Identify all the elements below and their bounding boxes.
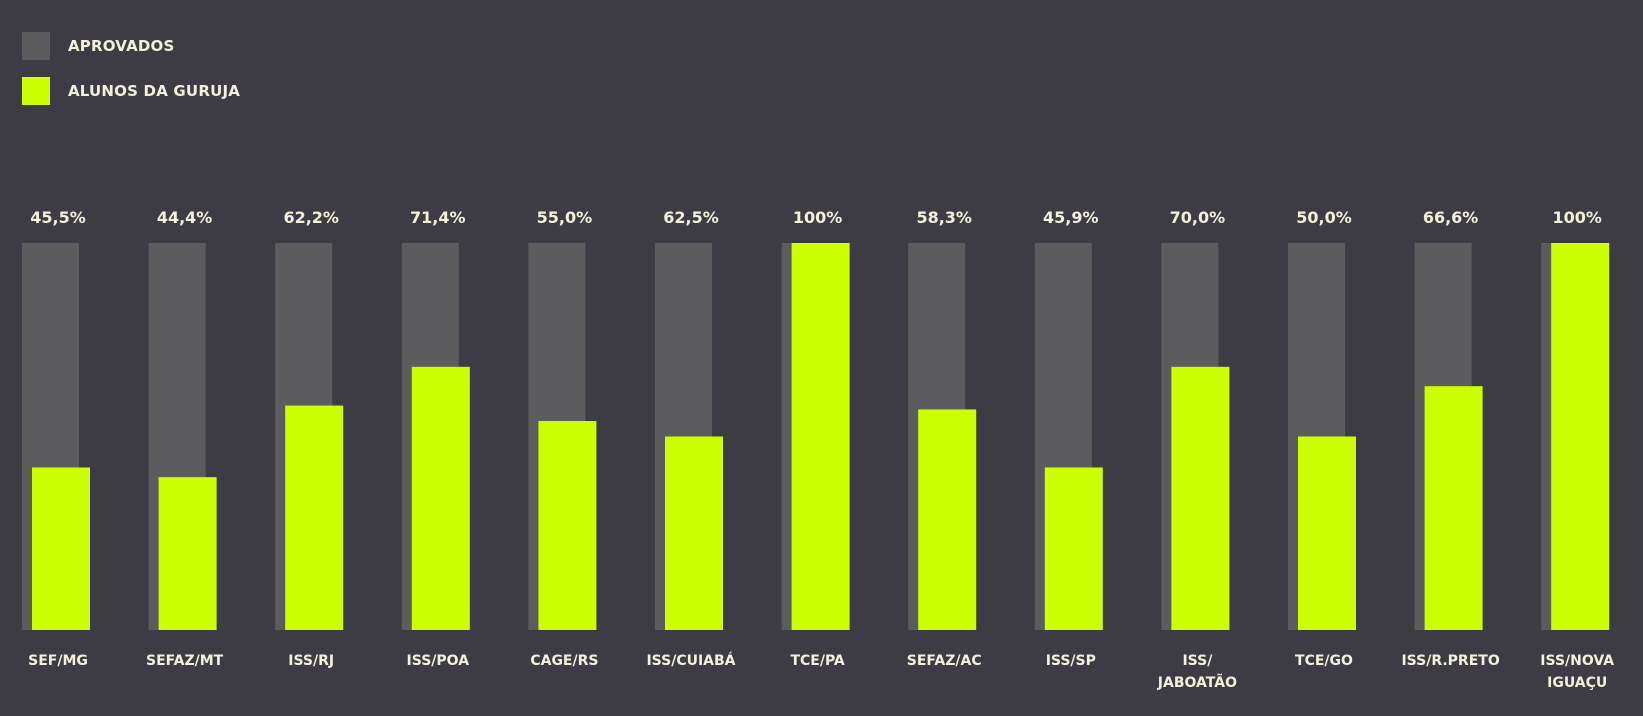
legend-item-alunos: ALUNOS DA GURUJA: [22, 77, 240, 105]
x-tick-label: IGUAÇU: [1547, 675, 1607, 691]
data-label: 100%: [1552, 208, 1601, 227]
bar-alunos: [665, 436, 723, 630]
x-tick-label: JABOATÃO: [1157, 674, 1237, 691]
legend-item-aprovados: APROVADOS: [22, 32, 240, 60]
x-tick-label: TCE/GO: [1295, 653, 1353, 669]
x-tick-label: SEFAZ/AC: [907, 653, 982, 669]
data-label: 100%: [793, 208, 842, 227]
data-label: 66,6%: [1423, 208, 1479, 227]
bar-alunos: [1044, 467, 1103, 630]
x-tick-label: ISS/R.PRETO: [1401, 653, 1499, 669]
data-label: 62,5%: [663, 208, 719, 227]
bar-alunos: [918, 409, 977, 630]
x-tick-label: ISS/NOVA: [1540, 653, 1614, 669]
x-tick-label: ISS/RJ: [288, 653, 334, 669]
data-label: 55,0%: [537, 208, 593, 227]
x-tick-label: SEFAZ/MT: [146, 653, 224, 669]
legend-label-aprovados: APROVADOS: [68, 37, 175, 55]
data-label: 70,0%: [1170, 208, 1226, 227]
bar-alunos: [791, 243, 850, 630]
x-tick-label: TCE/PA: [790, 653, 844, 669]
bar-alunos: [1551, 243, 1610, 630]
data-label: 45,9%: [1043, 208, 1099, 227]
data-label: 45,5%: [30, 208, 86, 227]
x-tick-label: ISS/: [1182, 653, 1213, 669]
bar-alunos: [32, 467, 90, 630]
bar-alunos: [1298, 436, 1356, 630]
bar-alunos: [158, 477, 217, 630]
data-label: 58,3%: [916, 208, 972, 227]
legend-swatch-aprovados: [22, 32, 50, 60]
data-label: 62,2%: [283, 208, 339, 227]
legend-label-alunos: ALUNOS DA GURUJA: [68, 82, 241, 100]
bar-alunos: [1424, 386, 1483, 630]
x-tick-label: CAGE/RS: [530, 653, 598, 669]
legend-swatch-alunos: [22, 77, 50, 105]
bar-alunos: [411, 366, 470, 630]
bar-alunos: [538, 421, 597, 630]
bar-alunos: [285, 405, 344, 630]
data-label: 71,4%: [410, 208, 466, 227]
data-label: 50,0%: [1296, 208, 1352, 227]
chart-legend: APROVADOS ALUNOS DA GURUJA: [22, 32, 240, 122]
x-tick-label: ISS/SP: [1046, 653, 1096, 669]
bar-alunos: [1171, 366, 1230, 630]
x-tick-label: SEF/MG: [28, 653, 88, 669]
data-label: 44,4%: [157, 208, 213, 227]
x-tick-label: ISS/CUIABÁ: [646, 652, 735, 669]
x-tick-label: ISS/POA: [407, 653, 470, 669]
